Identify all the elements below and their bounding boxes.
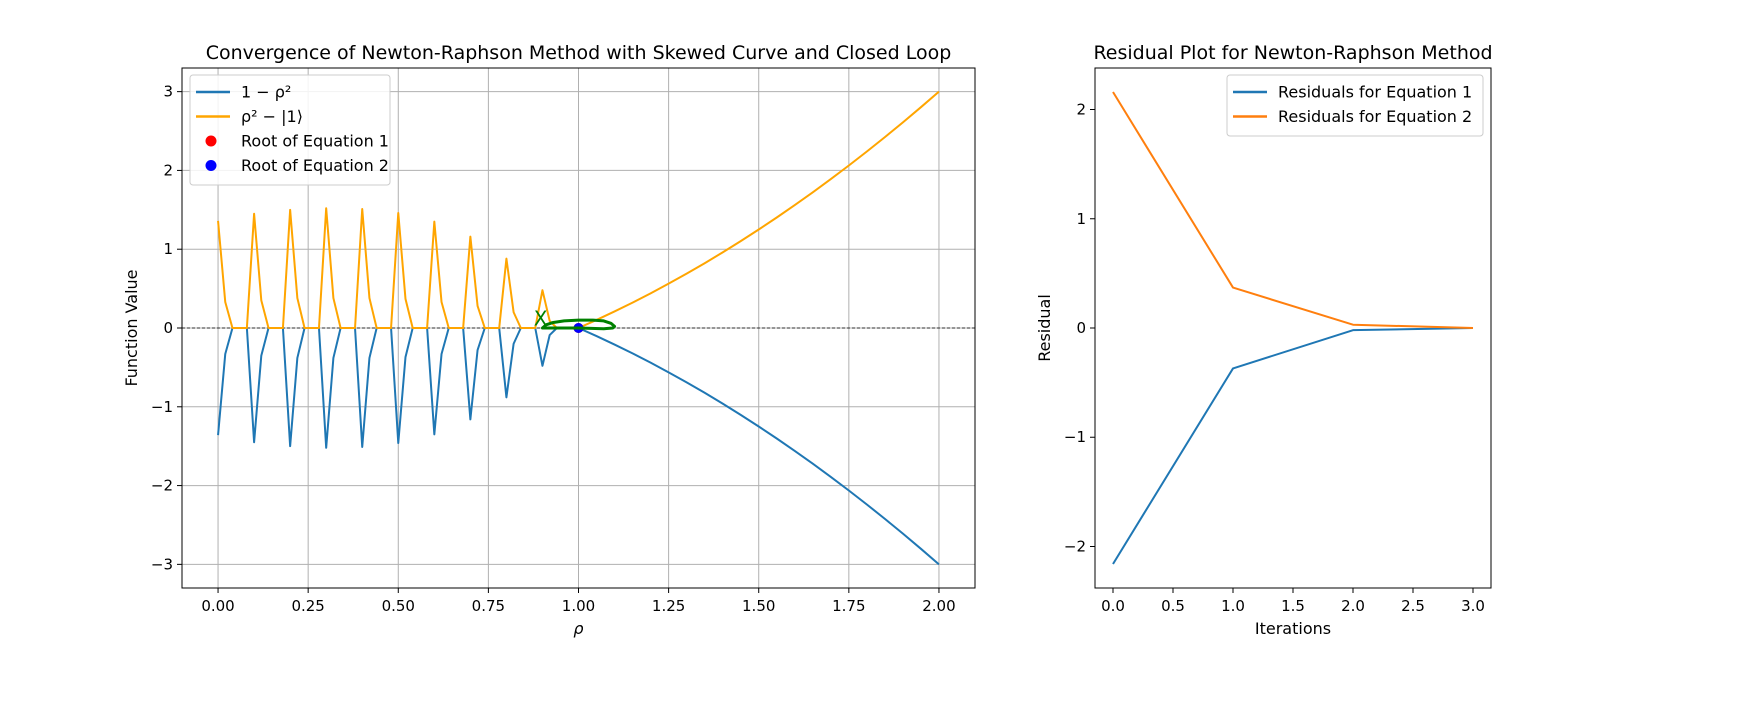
series-line bbox=[217, 90, 940, 329]
y-tick-label: 1 bbox=[1076, 210, 1086, 228]
y-tick-label: −3 bbox=[151, 555, 173, 573]
series-line bbox=[1112, 91, 1474, 329]
y-tick-label: −2 bbox=[1064, 537, 1086, 555]
x-tick-label: 0.0 bbox=[1101, 597, 1125, 615]
legend-entry-label: 1 − ρ² bbox=[241, 83, 291, 102]
legend-entry-label: Residuals for Equation 1 bbox=[1278, 83, 1472, 102]
y-tick-label: 1 bbox=[163, 240, 173, 258]
chart-title: Residual Plot for Newton-Raphson Method bbox=[1093, 42, 1492, 64]
x-axis-label: Iterations bbox=[1255, 619, 1331, 638]
legend-entry-label: Root of Equation 2 bbox=[241, 156, 389, 175]
y-tick-label: 2 bbox=[163, 161, 173, 179]
x-tick-label: 0.5 bbox=[1161, 597, 1185, 615]
x-tick-label: 1.0 bbox=[1221, 597, 1245, 615]
x-tick-label: 0.75 bbox=[472, 597, 505, 615]
x-tick-label: 0.00 bbox=[201, 597, 234, 615]
legend-box bbox=[189, 74, 391, 186]
legend: 1 − ρ² ρ² − |1⟩ Root of Equation 1 Root of … bbox=[189, 74, 391, 186]
legend-marker bbox=[205, 135, 217, 147]
legend-marker bbox=[205, 160, 217, 171]
x-tick-label: 1.75 bbox=[832, 597, 865, 615]
convergence-chart: X 0.00 0.25 0.50 0.75 1.00 1.25 1.50 1.75 2.00 −… bbox=[122, 42, 976, 638]
legend-entry-label: ρ² − |1⟩ bbox=[241, 107, 303, 126]
x-tick-label: 1.25 bbox=[652, 597, 685, 615]
chart-title: Convergence of Newton-Raphson Method wit… bbox=[206, 42, 952, 64]
series-line bbox=[1112, 327, 1474, 565]
x-tick-label: 0.25 bbox=[291, 597, 324, 615]
y-tick-label: 0 bbox=[1076, 319, 1086, 337]
x-tick-label: 2.0 bbox=[1341, 597, 1365, 615]
x-tick-label: 1.00 bbox=[562, 597, 595, 615]
legend-entry-label: Root of Equation 1 bbox=[241, 132, 389, 151]
y-tick-label: 2 bbox=[1076, 101, 1086, 119]
x-tick-label: 2.5 bbox=[1401, 597, 1425, 615]
x-tick-label: 1.50 bbox=[742, 597, 775, 615]
y-axis-label: Function Value bbox=[122, 269, 141, 386]
legend-entry-label: Residuals for Equation 2 bbox=[1278, 107, 1472, 126]
x-marker: X bbox=[534, 307, 548, 331]
closed-loop-curve bbox=[540, 318, 617, 331]
legend: Residuals for Equation 1 Residuals for Eq… bbox=[1226, 74, 1484, 137]
y-tick-label: 3 bbox=[163, 83, 173, 101]
x-tick-label: 0.50 bbox=[382, 597, 415, 615]
residual-chart: 0.0 0.5 1.0 1.5 2.0 2.5 3.0 −2 −1 0 1 2 Residual P… bbox=[1035, 42, 1493, 638]
y-axis-label: Residual bbox=[1035, 294, 1054, 362]
x-axis-label: ρ bbox=[573, 619, 583, 638]
y-tick-label: −1 bbox=[151, 398, 173, 416]
series-line bbox=[217, 327, 940, 566]
x-tick-label: 2.00 bbox=[922, 597, 955, 615]
y-tick-label: −2 bbox=[151, 477, 173, 495]
y-tick-label: 0 bbox=[163, 319, 173, 337]
legend-box bbox=[1226, 74, 1484, 137]
x-tick-label: 3.0 bbox=[1461, 597, 1485, 615]
x-tick-label: 1.5 bbox=[1281, 597, 1305, 615]
y-tick-label: −1 bbox=[1064, 428, 1086, 446]
